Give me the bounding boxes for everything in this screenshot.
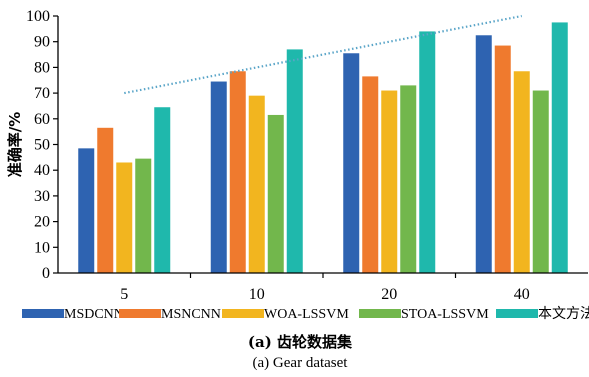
y-tick-label: 40 [34,162,50,179]
y-tick-label: 10 [34,239,50,256]
y-tick-labels: 0 10 20 30 40 50 60 70 80 90 100 [26,8,50,282]
y-tick-label: 90 [34,34,50,51]
legend-label: MSDCNN [64,307,124,322]
caption-chinese: (a) 齿轮数据集 [248,333,353,351]
bar-本文方法-20 [419,31,436,274]
axes-group [53,15,588,278]
x-tick-label: 20 [381,286,397,303]
bar-MSNCNN-5 [97,127,114,273]
bar-STOA-LSSVM-5 [135,158,152,273]
bar-MSNCNN-20 [362,76,379,274]
bar-MSDCNN-10 [210,81,227,273]
y-tick-label: 20 [34,214,50,231]
x-tick-label: 5 [120,286,128,303]
y-tick-label: 0 [42,265,50,282]
legend-label: STOA-LSSVM [401,307,489,322]
legend: MSDCNN MSNCNN WOA-LSSVM STOA-LSSVM 本文方法 [22,306,589,322]
legend-swatch [222,309,264,318]
caption-english: (a) Gear dataset [253,355,349,371]
y-tick-label: 100 [26,8,50,25]
bar-WOA-LSSVM-5 [116,162,133,273]
bar-WOA-LSSVM-40 [513,71,530,273]
bar-MSDCNN-40 [475,35,492,274]
legend-swatch [119,309,161,318]
legend-label: MSNCNN [161,307,221,322]
bar-MSNCNN-10 [229,71,246,273]
bar-WOA-LSSVM-20 [381,90,398,273]
legend-swatch [496,309,538,318]
x-tick-label: 40 [514,286,530,303]
y-tick-label: 70 [34,85,50,102]
bar-本文方法-5 [154,107,171,273]
bar-WOA-LSSVM-10 [248,95,265,273]
trend-line-group [124,14,522,95]
bar-本文方法-40 [551,22,568,273]
legend-swatch [359,309,401,318]
bar-STOA-LSSVM-20 [400,85,417,273]
bar-MSNCNN-40 [494,45,511,274]
x-tick-labels: 5 10 20 40 [120,286,530,303]
y-tick-label: 30 [34,188,50,205]
bar-STOA-LSSVM-40 [532,90,549,273]
bar-STOA-LSSVM-10 [267,114,284,273]
legend-label: WOA-LSSVM [264,307,349,322]
y-tick-label: 50 [34,137,50,154]
legend-swatch [22,309,64,318]
trend-line [124,14,522,95]
legend-label: 本文方法 [538,306,589,322]
bar-MSDCNN-20 [343,53,360,273]
y-axis-label: 准确率/% [6,112,24,178]
x-tick-label: 10 [249,286,265,303]
y-tick-label: 60 [34,111,50,128]
bar-本文方法-10 [286,49,303,273]
bar-MSDCNN-5 [78,148,95,273]
y-tick-label: 80 [34,59,50,76]
bars-group [78,22,568,274]
